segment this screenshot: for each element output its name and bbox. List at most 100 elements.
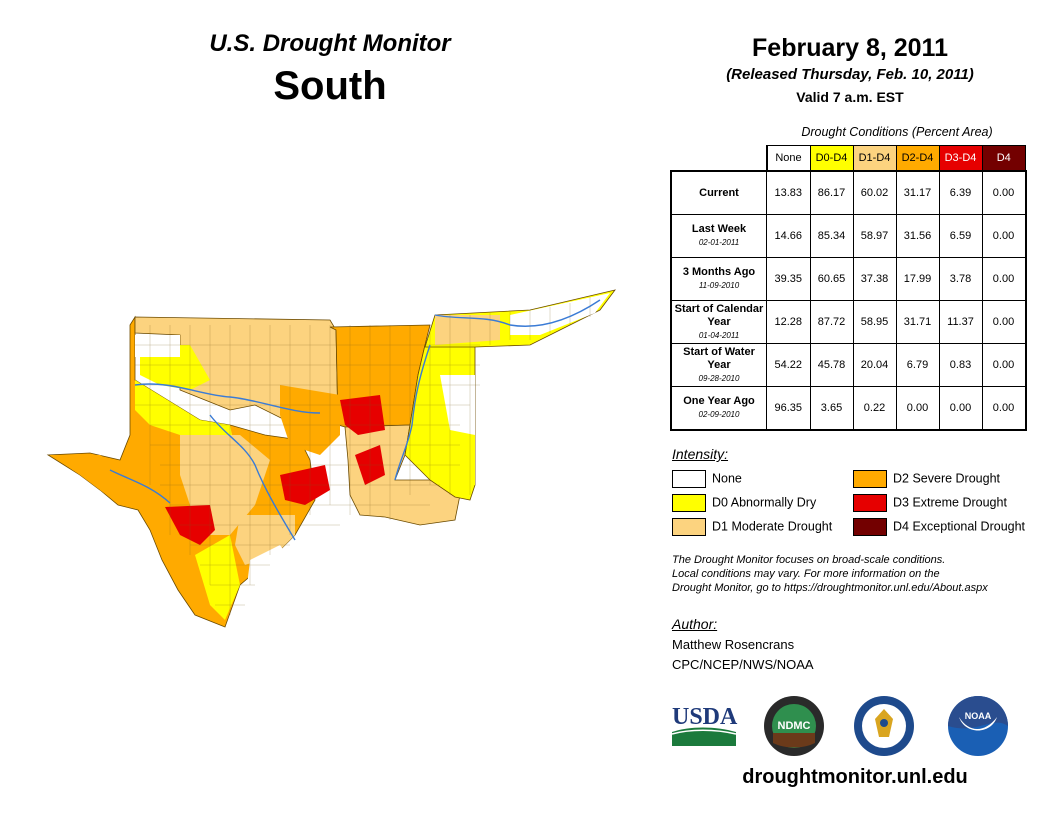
legend-label: D3 Extreme Drought: [893, 495, 1007, 510]
legend-item: None: [672, 470, 742, 488]
row-sublabel: 02-01-2011: [698, 238, 740, 247]
noaa-logo: NOAA: [948, 696, 1008, 756]
table-cell: 31.56: [895, 214, 940, 258]
map-date: February 8, 2011: [752, 34, 948, 62]
row-label-text: Start of Calendar Year: [674, 302, 764, 328]
table-cell: 14.66: [766, 214, 811, 258]
ndmc-logo: NDMC: [764, 696, 824, 756]
d2-patch: [345, 340, 412, 395]
row-label: Current: [670, 170, 767, 215]
legend-label: D1 Moderate Drought: [712, 519, 833, 534]
legend-label: D4 Exceptional Drought: [893, 519, 1026, 534]
legend-item: D3 Extreme Drought: [853, 494, 1007, 512]
row-label-text: 3 Months Ago: [682, 266, 756, 278]
row-label: One Year Ago 02-09-2010: [670, 386, 767, 431]
table-cell: 58.95: [852, 300, 897, 344]
legend-item: D4 Exceptional Drought: [853, 518, 1025, 536]
table-cell: 87.72: [809, 300, 854, 344]
county-lines: [135, 297, 591, 615]
d0-patch: [195, 535, 240, 620]
col-header: D2-D4: [895, 145, 940, 172]
legend-label: D2 Severe Drought: [893, 471, 1001, 486]
row-sublabel: 02-09-2010: [698, 410, 740, 419]
table-row: One Year Ago 02-09-2010 96.35 3.65 0.22 0.00 0…: [670, 386, 1027, 431]
col-header: D1-D4: [852, 145, 897, 172]
rivers: [109, 299, 601, 541]
row-label-text: Start of Water Year: [683, 345, 755, 371]
table-cell: 11.37: [938, 300, 983, 344]
website-url[interactable]: droughtmonitor.unl.edu: [742, 766, 968, 788]
usda-logo: USDA: [671, 704, 738, 746]
table-cell: 13.83: [766, 170, 811, 215]
table-row: Last Week 02-01-2011 14.66 85.34 58.97 31.56 6…: [670, 214, 1027, 258]
table-cell: 0.00: [981, 343, 1027, 387]
d0-patch: [440, 435, 475, 490]
table-cell: 96.35: [766, 386, 811, 431]
author-name: Matthew Rosencrans: [672, 637, 795, 652]
d1-patch: [435, 315, 500, 345]
table-cell: 0.00: [981, 386, 1027, 431]
release-date: (Released Thursday, Feb. 10, 2011): [726, 66, 974, 83]
row-sublabel: 01-04-2011: [698, 330, 740, 340]
noaa-logo-text: NOAA: [965, 711, 992, 721]
table-cell: 6.79: [895, 343, 940, 387]
table-cell: 86.17: [809, 170, 854, 215]
row-label: Start of Calendar Year 01-04-2011: [670, 300, 767, 344]
table-cell: 0.00: [981, 170, 1027, 215]
table-cell: 37.38: [852, 257, 897, 301]
legend-item: D0 Abnormally Dry: [672, 494, 816, 512]
ndmc-logo-text: NDMC: [778, 720, 811, 732]
table-cell: 3.78: [938, 257, 983, 301]
table-cell: 0.00: [895, 386, 940, 431]
region-title: South: [273, 64, 387, 108]
legend-swatch: [853, 518, 887, 536]
row-label-text: Last Week: [691, 223, 747, 235]
table-cell: 0.22: [852, 386, 897, 431]
note-line: The Drought Monitor focuses on broad-sca…: [672, 554, 946, 566]
legend-heading: Intensity:: [672, 446, 729, 462]
table-cell: 45.78: [809, 343, 854, 387]
table-header-row: None D0-D4 D1-D4 D2-D4 D3-D4 D4: [671, 145, 1026, 172]
row-sublabel: 09-28-2010: [698, 373, 740, 383]
none-patch: [135, 335, 180, 357]
table-cell: 17.99: [895, 257, 940, 301]
col-header: D4: [981, 145, 1026, 172]
table-cell: 6.59: [938, 214, 983, 258]
table-cell: 60.65: [809, 257, 854, 301]
d2-patch: [50, 455, 130, 505]
table-cell: 0.00: [981, 300, 1027, 344]
table-row: 3 Months Ago 11-09-2010 39.35 60.65 37.38 17.…: [670, 257, 1027, 301]
table-cell: 58.97: [852, 214, 897, 258]
drought-conditions-table: None D0-D4 D1-D4 D2-D4 D3-D4 D4 Current 1…: [670, 145, 1027, 431]
table-cell: 3.65: [809, 386, 854, 431]
col-header: None: [765, 145, 811, 172]
note-line: Local conditions may vary. For more info…: [672, 568, 940, 580]
valid-time: Valid 7 a.m. EST: [796, 89, 904, 105]
author-heading: Author:: [672, 616, 718, 632]
table-cell: 12.28: [766, 300, 811, 344]
author-org: CPC/NCEP/NWS/NOAA: [672, 657, 814, 672]
row-label-text: Current: [699, 186, 739, 199]
row-label: Last Week 02-01-2011: [670, 214, 767, 258]
row-label: 3 Months Ago 11-09-2010: [670, 257, 767, 301]
row-label-text: One Year Ago: [683, 395, 755, 407]
legend-swatch: [672, 494, 706, 512]
table-cell: 54.22: [766, 343, 811, 387]
table-cell: 31.71: [895, 300, 940, 344]
table-cell: 20.04: [852, 343, 897, 387]
legend-swatch: [853, 494, 887, 512]
legend-label: None: [712, 471, 742, 486]
row-label: Start of Water Year 09-28-2010: [670, 343, 767, 387]
table-cell: 0.00: [938, 386, 983, 431]
table-cell: 0.00: [981, 257, 1027, 301]
disclaimer-note: The Drought Monitor focuses on broad-sca…: [672, 553, 1042, 595]
table-corner: [671, 146, 767, 172]
col-header: D3-D4: [938, 145, 983, 172]
commerce-seal: [854, 696, 914, 756]
map-title: U.S. Drought Monitor: [209, 30, 451, 57]
table-cell: 0.83: [938, 343, 983, 387]
legend-swatch: [672, 470, 706, 488]
table-caption: Drought Conditions (Percent Area): [801, 125, 993, 139]
usda-logo-text: USDA: [672, 704, 738, 730]
region-outline: [46, 289, 616, 628]
